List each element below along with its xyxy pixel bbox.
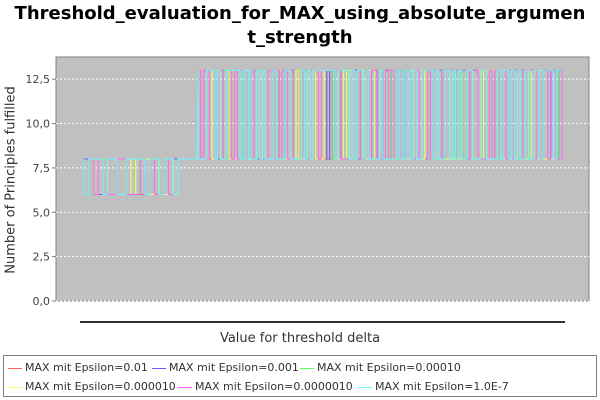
legend-label: MAX mit Epsilon=0.0000010 <box>195 380 353 393</box>
legend-item-eps-0-000010: MAX mit Epsilon=0.000010 <box>8 378 176 396</box>
y-tick-label: 12,5 <box>26 73 51 86</box>
legend-row-2: MAX mit Epsilon=0.000010 MAX mit Epsilon… <box>4 378 596 396</box>
legend-swatch <box>8 367 22 369</box>
legend-label: MAX mit Epsilon=0.00010 <box>317 361 461 374</box>
legend-row-1: MAX mit Epsilon=0.01 MAX mit Epsilon=0.0… <box>4 359 596 377</box>
legend: MAX mit Epsilon=0.01 MAX mit Epsilon=0.0… <box>3 355 597 397</box>
legend-label: MAX mit Epsilon=1.0E-7 <box>375 380 509 393</box>
legend-item-eps-1-0e-7: MAX mit Epsilon=1.0E-7 <box>358 378 509 396</box>
y-axis-label: Number of Principles fulfilled <box>3 86 19 274</box>
chart-title-line-1: Threshold_evaluation_for_MAX_using_absol… <box>14 3 586 24</box>
legend-item-eps-0-0000010: MAX mit Epsilon=0.0000010 <box>178 378 353 396</box>
legend-item-eps-0-01: MAX mit Epsilon=0.01 <box>8 359 148 377</box>
y-tick-label: 10,0 <box>26 118 51 131</box>
x-axis-label: Value for threshold delta <box>219 331 381 346</box>
legend-swatch <box>300 367 314 369</box>
legend-swatch <box>358 386 372 388</box>
legend-label: MAX mit Epsilon=0.01 <box>25 361 148 374</box>
legend-swatch <box>152 367 166 369</box>
legend-label: MAX mit Epsilon=0.001 <box>169 361 299 374</box>
legend-swatch <box>178 386 192 388</box>
chart-title-line-2: t_strength <box>247 27 353 48</box>
legend-label: MAX mit Epsilon=0.000010 <box>25 380 176 393</box>
y-tick-label: 2,5 <box>33 251 51 264</box>
legend-swatch <box>8 386 22 388</box>
y-tick-label: 7,5 <box>33 162 51 175</box>
legend-item-eps-0-00010: MAX mit Epsilon=0.00010 <box>300 359 461 377</box>
y-tick-label: 5,0 <box>33 206 51 219</box>
chart-title: Threshold_evaluation_for_MAX_using_absol… <box>0 2 600 50</box>
series-line <box>83 69 562 195</box>
legend-item-eps-0-001: MAX mit Epsilon=0.001 <box>152 359 299 377</box>
y-tick-label: 0,0 <box>33 295 51 308</box>
